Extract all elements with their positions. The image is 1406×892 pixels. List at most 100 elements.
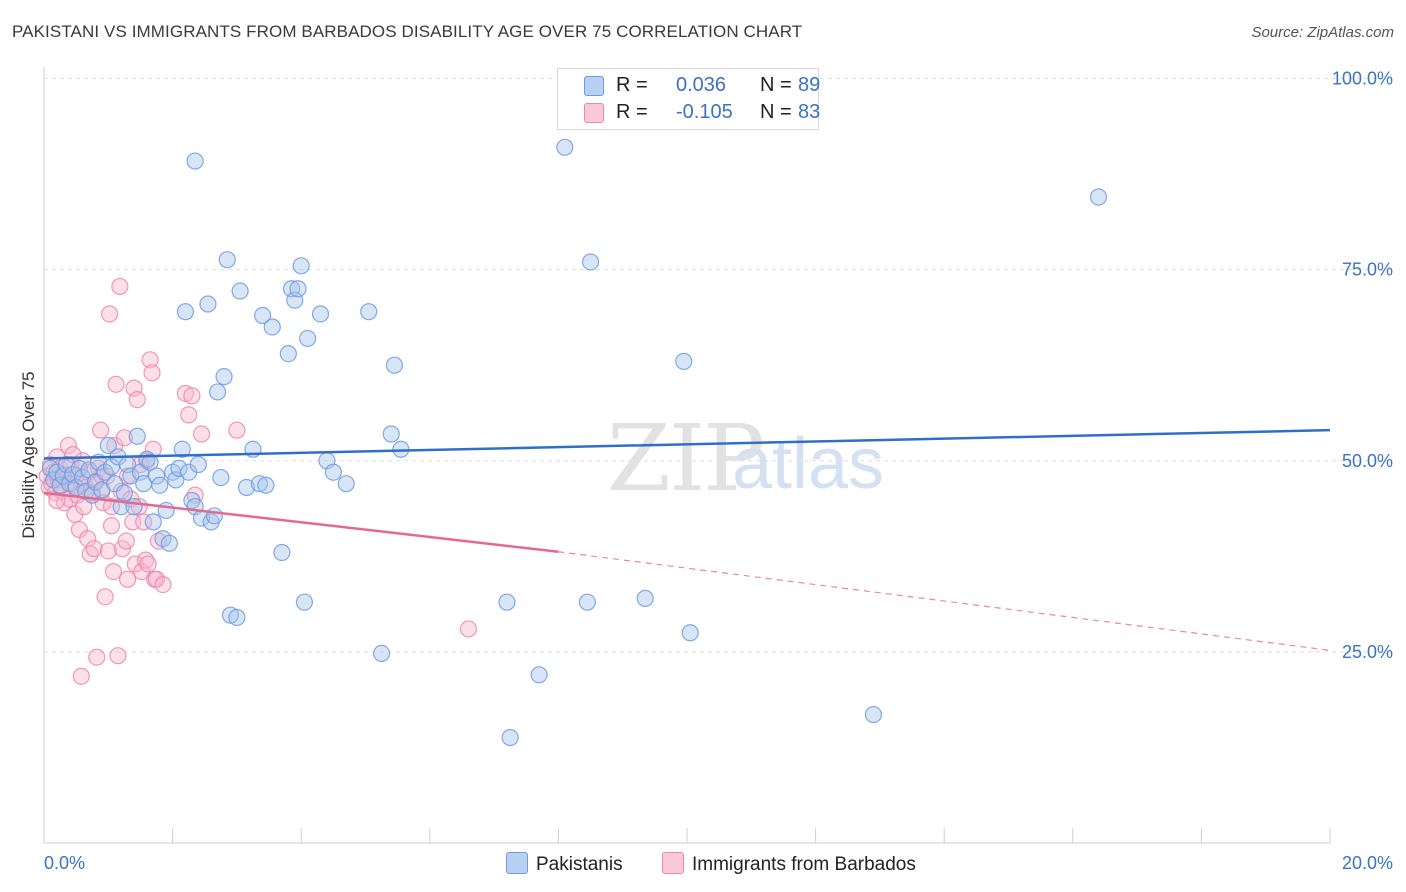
pakistanis-point xyxy=(556,138,574,156)
x-tick-label-max: 20.0% xyxy=(1342,853,1393,873)
barbados-point xyxy=(115,429,133,447)
pakistanis-point xyxy=(186,152,204,170)
barbados-point xyxy=(59,436,78,455)
pakistanis-point xyxy=(147,467,166,485)
pakistanis-point xyxy=(292,257,310,275)
grid-lines xyxy=(44,78,1392,653)
pakistanis-point xyxy=(360,303,378,321)
watermark-zip: ZIP xyxy=(607,405,763,512)
legend-n-value: 89 xyxy=(798,74,821,96)
barbados-point xyxy=(149,532,168,550)
watermark-atlas: atlas xyxy=(732,424,884,504)
barbados-point xyxy=(118,570,137,588)
pakistanis-point xyxy=(99,436,117,455)
barbados-point xyxy=(459,620,477,638)
bottom-legend-barbados: Immigrants from Barbados xyxy=(662,852,916,876)
pakistanis-point xyxy=(250,475,269,493)
barbados-point xyxy=(141,351,159,369)
legend-swatch-blue xyxy=(584,76,604,96)
pakistanis-point xyxy=(199,295,217,313)
trend-line-barbados-dashed xyxy=(558,551,1331,651)
legend-swatch-pink xyxy=(584,103,604,123)
pakistanis-point xyxy=(501,728,519,747)
pakistanis-point xyxy=(337,475,355,493)
barbados-point xyxy=(109,647,127,665)
barbados-point xyxy=(228,421,246,439)
legend-r-value: -0.105 xyxy=(676,101,733,123)
trend-lines xyxy=(43,428,1331,651)
stats-legend: R = 0.036 N = 89 R = -0.105 N = 83 xyxy=(557,68,821,130)
pakistanis-point xyxy=(279,345,297,363)
pakistanis-point xyxy=(681,624,699,642)
pakistanis-point xyxy=(263,318,281,336)
barbados-point xyxy=(91,421,110,439)
y-axis-label: Disability Age Over 75 xyxy=(19,371,38,538)
watermark: ZIP atlas xyxy=(607,405,884,512)
pakistanis-point xyxy=(675,352,693,370)
pakistanis-point xyxy=(864,705,883,724)
legend-r-value: 0.036 xyxy=(676,74,727,96)
pakistanis-point xyxy=(295,593,314,611)
pakistanis-point xyxy=(189,455,207,474)
barbados-point xyxy=(102,517,121,535)
pakistanis-point xyxy=(254,306,272,325)
pakistanis-point xyxy=(205,507,223,525)
pakistanis-point xyxy=(115,484,133,502)
legend-r-label: R = xyxy=(616,101,648,123)
y-tick-label: 25.0% xyxy=(1342,642,1393,662)
barbados-point xyxy=(154,575,172,594)
pakistanis-point xyxy=(170,459,188,477)
bottom-legend-label: Pakistanis xyxy=(536,854,623,875)
pakistanis-point xyxy=(636,589,654,607)
barbados-point xyxy=(111,277,129,296)
pakistanis-point xyxy=(372,644,391,663)
bottom-legend-label: Immigrants from Barbados xyxy=(692,854,916,875)
barbados-point xyxy=(88,648,106,666)
pakistanis-point xyxy=(382,425,400,443)
pakistanis-point xyxy=(237,478,256,497)
pakistanis-point xyxy=(578,593,596,611)
pakistanis-point xyxy=(530,666,548,684)
pakistanis-point xyxy=(231,282,249,300)
pakistanis-point xyxy=(209,383,227,401)
pakistanis-point xyxy=(299,329,317,348)
pakistanis-point xyxy=(144,513,162,531)
pakistanis-point xyxy=(324,463,342,481)
barbados-point xyxy=(100,305,119,323)
y-tick-label: 100.0% xyxy=(1332,69,1393,89)
barbados-point xyxy=(85,540,103,558)
legend-r-label: R = xyxy=(616,74,648,96)
x-tick-label-min: 0.0% xyxy=(44,853,85,873)
pakistanis-point xyxy=(498,593,516,611)
chart-title: PAKISTANI VS IMMIGRANTS FROM BARBADOS DI… xyxy=(12,22,803,41)
barbados-point xyxy=(104,563,123,581)
pakistanis-point xyxy=(289,280,307,298)
pakistanis-point xyxy=(273,543,291,562)
pakistanis-point xyxy=(151,476,169,494)
pakistanis-point xyxy=(141,453,159,471)
pakistanis-point xyxy=(257,476,275,494)
legend-n-label: N = xyxy=(760,74,792,96)
pakistanis-point xyxy=(157,501,175,520)
pakistanis-point xyxy=(122,467,140,485)
pakistanis-point xyxy=(64,465,82,484)
barbados-point xyxy=(139,555,157,573)
pakistanis-point xyxy=(218,251,236,269)
y-tick-label: 75.0% xyxy=(1342,260,1393,280)
barbados-point xyxy=(128,390,146,409)
barbados-point xyxy=(192,425,211,443)
barbados-point xyxy=(72,667,90,685)
pakistanis-point xyxy=(160,534,178,552)
y-tick-label: 50.0% xyxy=(1342,451,1393,471)
pakistanis-point xyxy=(173,440,191,458)
barbados-point xyxy=(102,498,121,516)
barbados-point xyxy=(180,406,198,424)
barbados-point xyxy=(143,364,161,382)
series-pakistanis-points xyxy=(41,138,1108,747)
tick-labels: 25.0% 50.0% 75.0% 100.0% 0.0% 20.0% xyxy=(44,69,1393,874)
barbados-point xyxy=(117,532,135,550)
barbados-point xyxy=(183,387,201,405)
barbados-point xyxy=(135,513,153,531)
pakistanis-point xyxy=(215,368,233,386)
